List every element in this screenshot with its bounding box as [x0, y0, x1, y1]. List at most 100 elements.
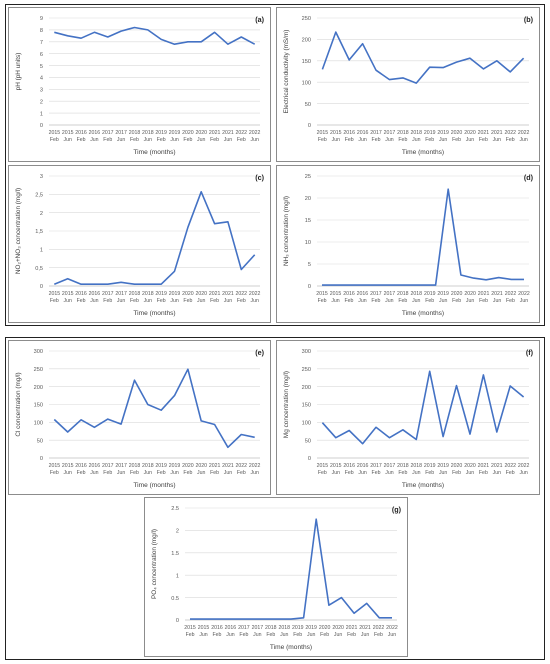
- x-tick-year: 2018: [397, 463, 409, 469]
- y-tick-label: 8: [40, 28, 43, 34]
- x-tick-month: Jun: [170, 470, 178, 476]
- x-tick-month: Jun: [358, 137, 366, 143]
- x-tick-year: 2020: [332, 625, 344, 631]
- x-tick-month: Feb: [212, 632, 221, 638]
- x-tick-month: Feb: [50, 298, 59, 304]
- y-tick-label: 2: [176, 529, 179, 535]
- y-tick-label: 1: [40, 248, 43, 254]
- x-tick-year: 2015: [317, 130, 329, 136]
- panel-label: (c): [255, 173, 264, 182]
- panel-label: (b): [524, 15, 534, 24]
- x-tick-year: 2017: [115, 463, 127, 469]
- x-tick-year: 2016: [75, 291, 87, 297]
- x-tick-month: Feb: [345, 470, 354, 476]
- x-tick-year: 2018: [129, 130, 141, 136]
- x-tick-year: 2019: [169, 291, 181, 297]
- x-tick-year: 2020: [195, 463, 207, 469]
- x-tick-month: Feb: [130, 470, 139, 476]
- x-tick-year: 2019: [155, 463, 167, 469]
- x-tick-year: 2015: [330, 291, 342, 297]
- x-tick-year: 2018: [397, 291, 409, 297]
- series-line-f: [321, 370, 525, 445]
- x-tick-year: 2020: [464, 463, 476, 469]
- x-tick-year: 2015: [184, 625, 196, 631]
- x-tick-month: Feb: [398, 470, 407, 476]
- x-tick-month: Jun: [170, 298, 178, 304]
- x-tick-month: Jun: [519, 137, 527, 143]
- y-tick-label: 0: [308, 284, 311, 290]
- chart-svg-b: 0501001502002502015Feb2015Jun2016Feb2016…: [283, 15, 534, 156]
- x-tick-year: 2022: [518, 291, 530, 297]
- x-tick-year: 2018: [278, 625, 290, 631]
- x-tick-month: Feb: [103, 137, 112, 143]
- x-tick-month: Feb: [130, 298, 139, 304]
- x-tick-month: Feb: [452, 298, 461, 304]
- x-tick-month: Feb: [347, 632, 356, 638]
- x-tick-month: Feb: [266, 632, 275, 638]
- x-tick-month: Jun: [385, 298, 393, 304]
- x-tick-month: Feb: [237, 470, 246, 476]
- chart-svg-e: 0501001502002503002015Feb2015Jun2016Feb2…: [15, 348, 265, 489]
- x-tick-year: 2016: [75, 463, 87, 469]
- x-tick-month: Feb: [425, 298, 434, 304]
- y-tick-label: 50: [37, 438, 43, 444]
- x-tick-year: 2015: [49, 291, 61, 297]
- y-axis-label: Electrical conductivity (mS/m): [283, 30, 290, 114]
- x-tick-year: 2020: [464, 130, 476, 136]
- x-tick-month: Jun: [412, 137, 420, 143]
- y-tick-label: 150: [302, 403, 311, 409]
- x-tick-year: 2019: [424, 130, 436, 136]
- x-tick-month: Jun: [253, 632, 261, 638]
- x-tick-month: Jun: [334, 632, 342, 638]
- x-tick-year: 2022: [236, 463, 248, 469]
- y-tick-label: 300: [34, 349, 43, 355]
- x-tick-year: 2015: [317, 463, 329, 469]
- y-tick-label: 4: [40, 76, 43, 82]
- x-tick-month: Feb: [371, 298, 380, 304]
- x-tick-year: 2017: [370, 130, 382, 136]
- x-tick-month: Jun: [90, 470, 98, 476]
- y-tick-label: 15: [305, 218, 311, 224]
- x-tick-year: 2020: [451, 130, 463, 136]
- y-tick-label: 200: [34, 385, 43, 391]
- x-tick-month: Jun: [199, 632, 207, 638]
- chart-panel-g: 0 0.5 1 1.5 2 2.5 2015 Feb 2015 Jun 2016 Feb 2016 Jun…: [144, 497, 408, 657]
- x-tick-year: 2022: [518, 463, 530, 469]
- x-tick-month: Feb: [318, 298, 327, 304]
- x-tick-year: 2018: [142, 130, 154, 136]
- series-line-e: [53, 368, 255, 449]
- x-tick-month: Jun: [197, 137, 205, 143]
- x-tick-year: 2019: [305, 625, 317, 631]
- y-tick-label: 50: [305, 438, 311, 444]
- x-tick-month: Jun: [144, 298, 152, 304]
- x-tick-year: 2016: [89, 130, 101, 136]
- y-axis-label: Mg concentration (mg/l): [283, 371, 290, 438]
- series-line-d: [322, 188, 524, 286]
- x-tick-month: Feb: [372, 137, 381, 143]
- x-tick-month: Jun: [388, 632, 396, 638]
- x-tick-month: Feb: [50, 137, 59, 143]
- panel-label: (d): [524, 173, 534, 182]
- x-tick-month: Jun: [466, 298, 474, 304]
- x-tick-year: 2016: [89, 291, 101, 297]
- x-tick-year: 2021: [222, 463, 234, 469]
- x-tick-year: 2017: [384, 463, 396, 469]
- x-tick-year: 2022: [505, 291, 517, 297]
- panel-label: (f): [526, 348, 534, 357]
- x-tick-month: Jun: [226, 632, 234, 638]
- x-tick-year: 2015: [62, 291, 74, 297]
- x-tick-year: 2017: [384, 291, 396, 297]
- x-tick-month: Feb: [506, 137, 515, 143]
- x-tick-year: 2021: [222, 130, 234, 136]
- y-tick-label: 0: [40, 123, 43, 129]
- x-tick-month: Jun: [466, 470, 474, 476]
- x-axis-label: Time (months): [402, 482, 444, 489]
- x-tick-year: 2022: [236, 291, 248, 297]
- y-tick-label: 9: [40, 16, 43, 22]
- y-tick-label: 0: [40, 456, 43, 462]
- x-tick-year: 2019: [437, 130, 449, 136]
- x-tick-year: 2018: [142, 291, 154, 297]
- x-tick-year: 2020: [195, 130, 207, 136]
- x-tick-month: Jun: [197, 298, 205, 304]
- x-tick-month: Feb: [237, 137, 246, 143]
